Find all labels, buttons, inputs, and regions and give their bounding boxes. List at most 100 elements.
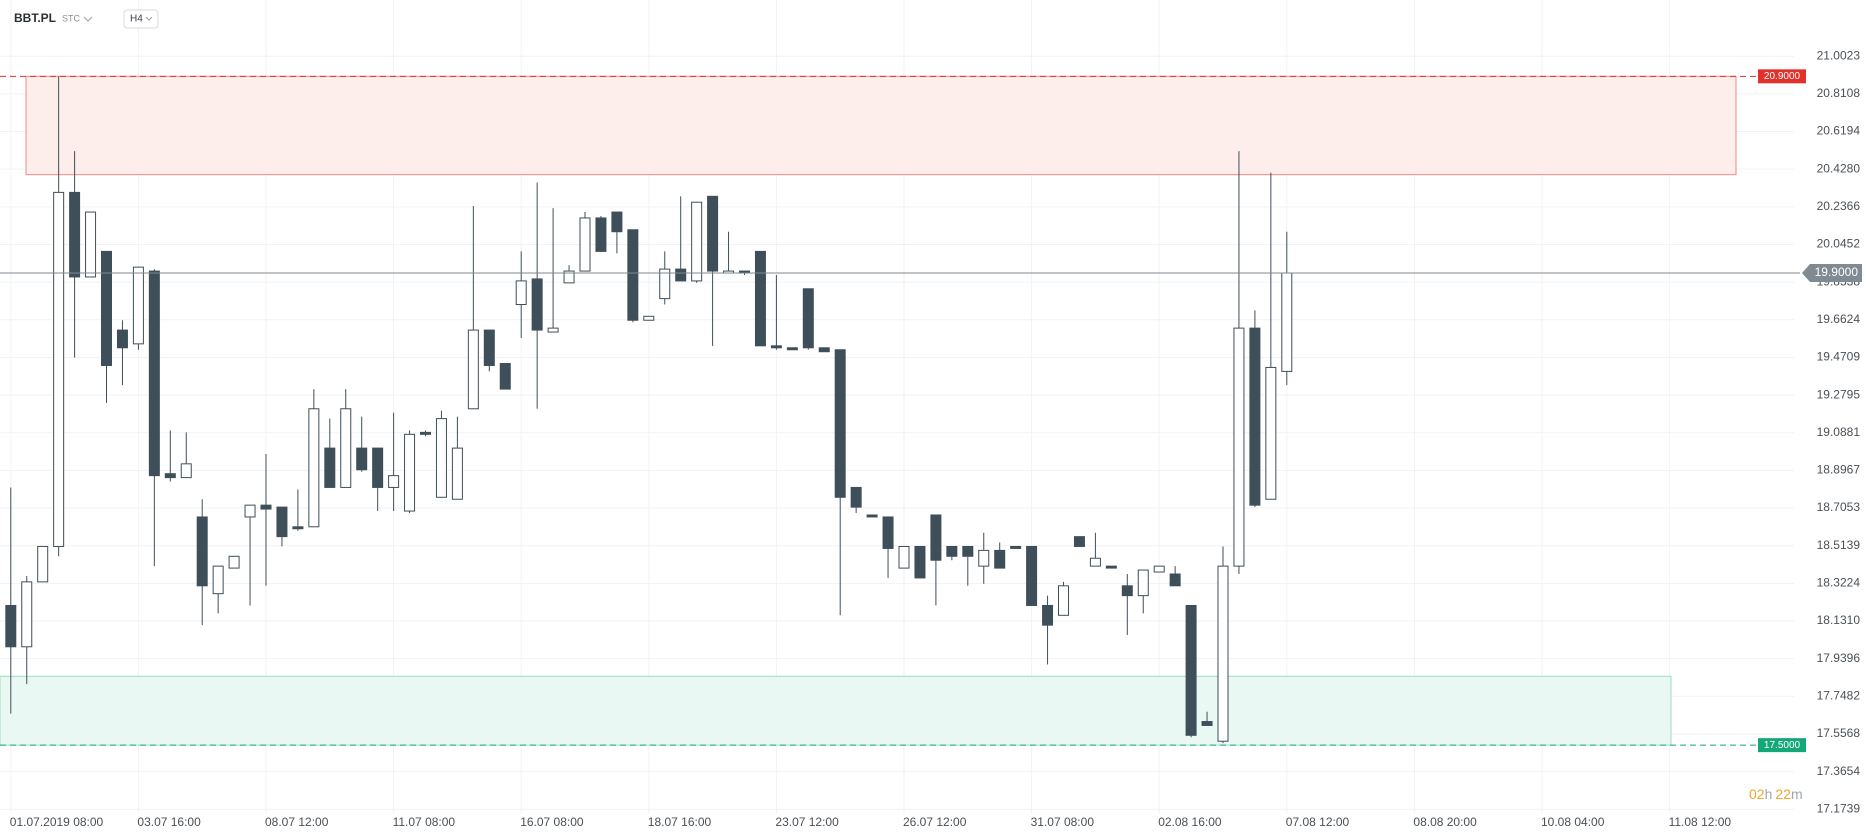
y-tick-label: 19.2795 [1817,387,1861,401]
candle-body [563,270,575,284]
candle-body [1137,569,1149,597]
candle-body [228,555,240,569]
market-caret[interactable] [83,16,93,22]
last-price-label: 19.9000 [1815,265,1859,279]
candle-body [404,433,416,512]
candle-body [372,447,384,488]
zone [0,675,1672,746]
candle-body [1089,557,1101,567]
y-tick-label: 18.3224 [1817,576,1861,590]
candle-body [691,201,703,282]
candle-body [707,195,719,272]
candle-body [132,266,144,345]
y-tick-label: 20.2366 [1817,199,1861,213]
y-tick-label: 20.8108 [1817,86,1861,100]
level-label: 17.5000 [1764,740,1801,751]
candle-body [786,347,798,351]
candle-body [643,315,655,321]
toolbar: BBT.PL STC H4 [14,9,159,29]
candle-body [196,516,208,587]
candle-body [1058,585,1069,616]
candles-layer [5,76,1293,744]
y-tick-label: 20.0452 [1817,237,1861,251]
timer-minutes-unit: m [1791,786,1803,802]
y-tick-label: 18.7053 [1817,500,1861,514]
candle-body [770,345,782,349]
timer-minutes: 22 [1775,786,1791,802]
candle-body [1121,585,1133,597]
candle-body [515,280,527,306]
candle-body [244,504,256,518]
x-tick-label: 07.08 12:00 [1286,815,1350,829]
y-tick-label: 20.6194 [1817,124,1861,138]
candle-body [675,268,687,282]
candle-body [866,514,878,518]
candle-body [388,475,400,488]
candle-body [1265,366,1277,500]
interval-caret[interactable] [145,16,153,21]
x-tick-label: 02.08 16:00 [1158,815,1222,829]
candle-body [611,211,623,233]
candle-body [946,545,958,557]
market[interactable]: STC [62,13,81,23]
candle-body [914,545,926,579]
candle-body [547,327,559,333]
candle-body [1249,327,1261,506]
y-tick-label: 17.5568 [1817,726,1861,740]
interval[interactable]: H4 [130,14,143,25]
candle-body [1042,604,1054,626]
y-tick-label: 19.4709 [1817,350,1861,364]
candle-body [276,506,288,538]
level-badge [1758,69,1806,84]
candle-body [116,329,128,349]
x-tick-label: 08.08 20:00 [1413,815,1477,829]
candle-body [1105,565,1117,569]
zones-layer [0,75,1737,746]
candle-body [101,250,112,366]
candle-body [1010,545,1022,549]
y-tick-label: 18.8967 [1817,463,1861,477]
candle-body [930,514,942,561]
candle-body [1026,545,1038,606]
candle-body [754,250,766,347]
candle-body [531,278,543,331]
candle-body [882,516,894,549]
candle-body [579,217,591,272]
candle-body [148,270,160,477]
x-tick-label: 01.07.2019 08:00 [10,815,104,829]
candle-body [1217,565,1229,742]
y-tick-label: 18.1310 [1817,613,1861,627]
y-tick-label: 19.0881 [1817,425,1861,439]
candle-body [21,581,33,648]
candle-body [962,545,974,557]
candle-body [499,363,511,390]
candle-body [994,549,1006,569]
candle-body [898,545,910,569]
x-tick-label: 31.07 08:00 [1031,815,1095,829]
y-tick-label: 17.7482 [1817,688,1861,702]
candle-body [212,565,224,595]
candle-body [595,217,607,252]
candle-body [627,229,639,321]
candle-body [324,447,336,488]
candle-body [659,268,671,300]
interval-button[interactable] [123,9,159,29]
x-tick-label: 23.07 12:00 [775,815,839,829]
candle-body [292,526,304,530]
candle-body [164,473,176,479]
candle-body [818,347,830,353]
symbol: BBT.PL [14,11,56,25]
candle-body [69,191,81,278]
y-tick-label: 19.6624 [1817,312,1861,326]
level-badge [1758,738,1806,753]
candle-body [356,447,368,471]
candle-body [420,431,431,435]
candle-body [1073,536,1085,547]
overlay-layer: 21.0023 20.8108 20.6194 20.4280 20.2366 20.04… [0,48,1862,829]
y-tick-label: 20.4280 [1817,161,1861,175]
x-tick-label: 08.07 12:00 [265,815,329,829]
candle-body [1169,573,1181,587]
candle-body [1281,272,1293,372]
candle-body [1185,604,1197,736]
timer: 02h 22m [1749,786,1803,802]
